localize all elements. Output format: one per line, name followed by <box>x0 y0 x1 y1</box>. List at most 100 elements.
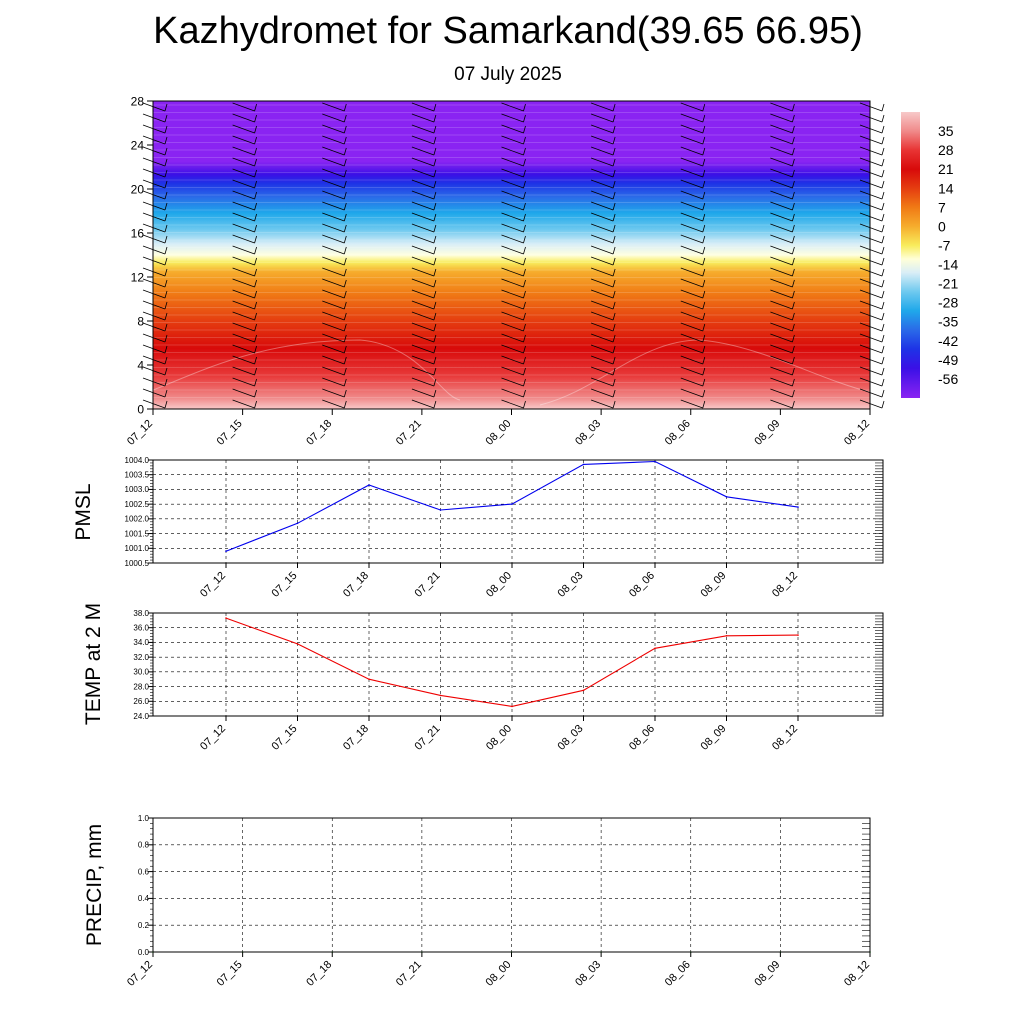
wind-barb <box>142 245 168 255</box>
wind-barb <box>322 212 347 222</box>
wind-barb <box>501 135 526 145</box>
x-tick-label: 08_12 <box>842 959 872 989</box>
y-tick-label: 28 <box>131 95 145 109</box>
x-tick-label: 08_06 <box>663 418 693 448</box>
wind-barb <box>501 377 526 387</box>
wind-barb <box>142 146 168 156</box>
x-tick-label: 07_15 <box>215 418 245 448</box>
colorbar-label: -35 <box>938 314 958 330</box>
x-tick-label: 07_21 <box>394 418 424 448</box>
wind-barb <box>232 344 257 354</box>
wind-barb <box>680 212 706 222</box>
wind-barb <box>322 388 347 398</box>
wind-barb <box>770 267 795 277</box>
y-tick-label: 1003.0 <box>125 485 150 494</box>
wind-barb <box>232 201 257 211</box>
wind-barb <box>142 388 168 398</box>
x-tick-label: 07_18 <box>341 723 371 753</box>
precip-axis-label: PRECIP, mm <box>83 824 106 946</box>
y-tick-label: 30.0 <box>133 668 149 677</box>
y-tick-label: 24.0 <box>133 712 149 721</box>
y-tick-label: 1001.5 <box>125 529 150 538</box>
wind-barb <box>411 223 437 233</box>
pmsl-data-point <box>225 550 227 552</box>
wind-barb <box>142 102 168 112</box>
wind-barb <box>411 245 437 255</box>
wind-barb <box>590 366 616 376</box>
wind-barbs <box>142 102 885 409</box>
wind-barb <box>859 146 885 156</box>
wind-barb <box>680 146 706 156</box>
wind-barb <box>501 311 526 321</box>
wind-barb <box>680 234 706 244</box>
colorbar-label: -28 <box>938 295 958 311</box>
wind-barb <box>770 333 795 343</box>
wind-barb <box>501 399 526 409</box>
wind-barb <box>411 344 437 354</box>
temp2m-data-point <box>654 647 656 650</box>
wind-barb <box>590 179 616 189</box>
wind-barb <box>142 300 168 310</box>
wind-barb <box>590 124 616 134</box>
wind-barb <box>411 234 437 244</box>
wind-barb <box>142 278 168 288</box>
colorbar-label: -42 <box>938 333 958 349</box>
wind-barb <box>770 124 795 134</box>
y-tick-label: 0.2 <box>138 921 150 930</box>
y-tick-label: 0.4 <box>138 894 150 903</box>
wind-barb <box>232 179 257 189</box>
x-tick-label: 08_06 <box>627 723 657 753</box>
x-tick-label: 08_03 <box>556 570 586 600</box>
wind-barb <box>859 234 885 244</box>
wind-barb <box>680 366 706 376</box>
wind-barb <box>590 355 616 365</box>
wind-barb <box>680 377 706 387</box>
wind-barb <box>859 245 885 255</box>
wind-barb <box>680 135 706 145</box>
wind-barb <box>859 278 885 288</box>
wind-barb <box>680 245 706 255</box>
y-tick-label: 1.0 <box>138 814 150 823</box>
wind-barb <box>142 168 168 178</box>
y-tick-label: 0.0 <box>138 948 150 957</box>
pmsl-data-point <box>511 503 513 505</box>
wind-barb <box>411 289 437 299</box>
x-tick-label: 07_12 <box>198 570 228 600</box>
y-tick-label: 1003.5 <box>125 471 150 480</box>
wind-barb <box>322 311 347 321</box>
wind-barb <box>142 377 168 387</box>
temperature-field <box>153 101 870 409</box>
wind-barb <box>680 355 706 365</box>
y-tick-label: 38.0 <box>133 609 149 618</box>
wind-barb <box>322 102 347 112</box>
wind-barb <box>501 212 526 222</box>
wind-barb <box>142 256 168 266</box>
x-tick-label: 08_03 <box>573 418 603 448</box>
y-tick-label: 1004.0 <box>125 456 150 465</box>
wind-barb <box>322 399 347 409</box>
wind-barb <box>142 366 168 376</box>
wind-barb <box>501 113 526 123</box>
wind-barb <box>770 388 795 398</box>
y-tick-label: 1002.5 <box>125 500 150 509</box>
wind-barb <box>590 256 616 266</box>
wind-barb <box>680 201 706 211</box>
wind-barb <box>501 267 526 277</box>
wind-barb <box>859 102 885 112</box>
x-tick-label: 07_12 <box>125 418 155 448</box>
wind-barb <box>590 267 616 277</box>
wind-barb <box>859 399 885 409</box>
wind-barb <box>232 388 257 398</box>
wind-barb <box>232 212 257 222</box>
wind-barb <box>142 267 168 277</box>
chart-title: Kazhydromet for Samarkand(39.65 66.95) <box>153 10 863 52</box>
wind-barb <box>142 113 168 123</box>
wind-barb <box>859 135 885 145</box>
wind-barb <box>322 355 347 365</box>
colorbar-label: 35 <box>938 123 954 139</box>
wind-barb <box>770 322 795 332</box>
wind-barb <box>501 190 526 200</box>
wind-barb <box>411 212 437 222</box>
pmsl-data-point <box>654 460 656 463</box>
wind-barb <box>322 344 347 354</box>
